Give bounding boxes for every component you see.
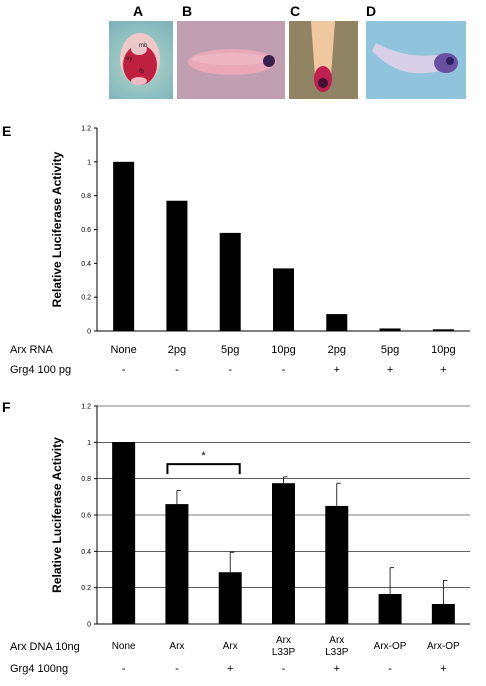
bar <box>112 442 136 624</box>
embryo-photo-c <box>289 21 358 99</box>
category-cell: 2pg <box>327 344 346 356</box>
y-tick-label: 0.6 <box>81 227 91 234</box>
y-tick-label: 0 <box>87 329 91 336</box>
category-cell: 10pg <box>271 344 296 356</box>
panel-letter-a: A <box>133 3 144 19</box>
y-tick-label: 0.4 <box>81 549 91 556</box>
category-cell: + <box>333 663 340 675</box>
panel-letter-c: C <box>290 3 301 19</box>
category-cell: + <box>386 364 394 376</box>
category-cell: - <box>281 663 286 675</box>
y-tick-label: 0.8 <box>81 476 91 483</box>
category-cell: - <box>121 663 126 675</box>
category-cell: + <box>226 663 234 675</box>
significance-label: * <box>201 450 206 462</box>
category-cell: - <box>388 663 392 675</box>
bar <box>166 200 188 331</box>
panel-letter-d: D <box>366 3 377 19</box>
y-tick-label: 0.8 <box>81 193 91 200</box>
category-cell: Arx <box>169 641 185 652</box>
y-tick-label: 0.2 <box>81 295 91 302</box>
bar <box>218 572 242 624</box>
panel-letter-f: F <box>2 399 11 415</box>
y-tick-label: 1.2 <box>81 404 91 411</box>
category-cell: Arx <box>222 641 238 652</box>
category-cell: 5pg <box>221 344 240 356</box>
y-tick-label: 0.6 <box>81 513 91 520</box>
category-cell: 10pg <box>431 344 456 356</box>
category-cell: + <box>440 364 447 376</box>
category-cell: + <box>333 364 340 376</box>
bar <box>325 505 349 624</box>
bar <box>272 483 295 624</box>
bar <box>165 504 189 624</box>
category-cell: Arx-OP <box>373 641 407 652</box>
y-tick-label: 0.4 <box>81 261 91 268</box>
bar <box>378 594 402 624</box>
category-cell: Arx-OP <box>426 641 460 652</box>
bar <box>113 161 135 331</box>
category-cell: - <box>175 663 179 675</box>
embryo-d-drawing <box>366 21 466 99</box>
y-tick-label: 1 <box>87 440 91 447</box>
label-fb: fb <box>139 69 145 75</box>
y-tick-label: 1 <box>87 159 91 166</box>
embryo-c-drawing <box>289 21 358 99</box>
category-cell: - <box>121 364 126 376</box>
embryo-photo-d <box>366 21 466 99</box>
category-cell: 5pg <box>380 344 400 356</box>
chart-e: 0 0.2 0.4 0.6 0.8 1 1.2 Relative Luciferase Act… <box>50 126 470 336</box>
category-cell: None <box>110 344 137 356</box>
significance-bracket <box>166 463 241 475</box>
y-tick-label: 0 <box>87 622 91 629</box>
bar <box>379 328 401 331</box>
y-tick-label: 0.2 <box>81 585 91 592</box>
bar <box>431 604 455 624</box>
chart-f: 0 0.2 0.4 0.6 0.8 1 1.2 Relative Luciferase Act… <box>50 404 470 629</box>
bar <box>326 314 348 331</box>
row-label: Arx RNA <box>10 344 53 356</box>
bar <box>432 329 454 331</box>
category-cell: - <box>175 364 179 376</box>
row-label: Grg4 100ng <box>10 663 69 675</box>
category-cell: - <box>281 364 286 376</box>
row-label: Grg4 100 pg <box>10 364 72 376</box>
embryo-a-drawing <box>120 33 160 85</box>
bar <box>219 232 241 331</box>
y-axis-label: Relative Luciferase Activity <box>50 151 64 307</box>
category-cell: 2pg <box>167 344 187 356</box>
embryo-b-drawing <box>177 21 285 99</box>
panel-letter-b: B <box>182 3 193 19</box>
embryo-photo-b <box>177 21 285 99</box>
y-axis-label: Relative Luciferase Activity <box>50 437 64 593</box>
category-cell: Arx L33P <box>271 635 296 658</box>
label-ey: ey <box>126 56 133 62</box>
category-cell: None <box>111 641 136 652</box>
category-cell: + <box>440 663 447 675</box>
label-mb: mb <box>139 43 148 49</box>
embryo-photo-a: mb ey fb <box>109 21 173 99</box>
y-tick-label: 1.2 <box>81 126 91 133</box>
category-cell: Arx L33P <box>325 635 349 658</box>
bar <box>273 268 294 331</box>
category-cell: - <box>228 364 233 376</box>
row-label: Arx DNA 10ng <box>10 641 80 653</box>
panel-letter-e: E <box>2 123 12 139</box>
